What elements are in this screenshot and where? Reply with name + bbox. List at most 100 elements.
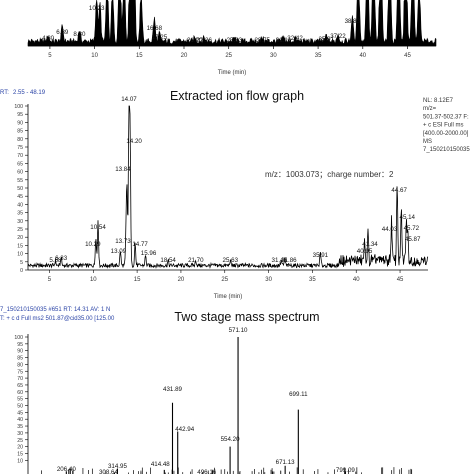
- panel2-peak-label: 35.91: [313, 252, 329, 259]
- panel2-peak-label: 14.77: [132, 241, 148, 248]
- panel2-ytick-label: 100: [14, 104, 23, 110]
- panel2-ytick-label: 50: [17, 186, 23, 192]
- panel1-peak-label: 31.11: [276, 37, 292, 44]
- panel2-xtick-label: 25: [221, 277, 228, 283]
- panel2-xtick-label: 40: [353, 277, 360, 283]
- panel1-peak-label: 10.23: [89, 5, 105, 12]
- panel2-peak-label: 40.95: [357, 248, 373, 255]
- panel2-peak-label: 31.45: [272, 257, 288, 264]
- panel3-ytick-label: 20: [17, 445, 23, 451]
- panel2-peak-label: 6.33: [55, 255, 68, 262]
- panel2-peak-label: 31.86: [281, 257, 297, 264]
- panel1-peak-label: 22.26: [196, 37, 212, 44]
- panel2-ytick-label: 30: [17, 219, 23, 225]
- panel2-xtick-label: 15: [134, 277, 141, 283]
- panel2-info-line: 7_150210150035: [423, 147, 470, 153]
- panel2-info-line: MS: [423, 139, 432, 145]
- panel1-xlabel: Time (min): [218, 70, 246, 76]
- panel2-peak-label: 13.84: [115, 166, 131, 173]
- panel2-peak-label: 41.34: [362, 241, 378, 248]
- panel2-xlabel: Time (min): [214, 294, 242, 300]
- panel2-ytick-label: 35: [17, 211, 23, 217]
- panel2-peak-label: 25.63: [223, 257, 239, 264]
- panel2-ytick-label: 5: [20, 260, 23, 266]
- panel1-xtick-label: 35: [315, 53, 322, 59]
- panel3-ytick-label: 30: [17, 431, 23, 437]
- panel3-peak-label: 308.64: [99, 469, 118, 474]
- panel1-xtick-label: 15: [136, 53, 143, 59]
- panel2-ytick-label: 0: [20, 268, 23, 274]
- panel2-ytick-label: 55: [17, 178, 23, 184]
- panel2-peak-label: 13.73: [115, 238, 131, 245]
- panel3-peak-label: 699.11: [289, 391, 308, 398]
- panel1-peak-label: 16.68: [147, 25, 163, 32]
- panel1-xtick-label: 10: [91, 53, 98, 59]
- panel2-ytick-label: 45: [17, 194, 23, 200]
- panel3-ytick-label: 90: [17, 349, 23, 355]
- panel1-peak-label: 28.75: [254, 37, 270, 44]
- panel1-peak-label: 17.25: [152, 34, 168, 41]
- panel2-title: Extracted ion flow graph: [170, 89, 304, 103]
- panel3-peak-label: 314.95: [108, 463, 127, 470]
- panel2-annotation: m/z：1003.073；charge number：2: [265, 170, 394, 179]
- panel1-peak-label: 38.83: [345, 18, 361, 25]
- panel2-info-line: NL: 8.12E7: [423, 98, 454, 104]
- panel2-info-line: [400.00-2000.00]: [423, 131, 469, 137]
- panel2-peak-label: 10.29: [85, 241, 101, 248]
- panel2-peak-label: 45.87: [405, 236, 421, 243]
- panel3-ytick-label: 10: [17, 458, 23, 464]
- panel3-ytick-label: 25: [17, 438, 23, 444]
- panel2-ytick-label: 20: [17, 235, 23, 241]
- panel3-peak-label: 442.94: [175, 426, 194, 433]
- panel1-xtick-label: 30: [270, 53, 277, 59]
- panel3-peak-label: 496.16: [197, 469, 216, 474]
- panel2: RT: 2.55 - 48.19 Extracted ion flow grap…: [0, 89, 470, 300]
- panel2-ytick-label: 65: [17, 161, 23, 167]
- panel2-peak-label: 21.70: [188, 257, 204, 264]
- panel2-ytick-label: 70: [17, 153, 23, 159]
- panel3-header1: 7_150210150035 #651 RT: 14.31 AV: 1 N: [0, 307, 110, 313]
- panel2-ytick-label: 60: [17, 170, 23, 176]
- panel3-ytick-label: 45: [17, 410, 23, 416]
- panel2-xtick-label: 5: [48, 277, 52, 283]
- panel1-peak-label: 4.80: [42, 35, 55, 42]
- panel2-rt-range: 2.55 - 48.19: [13, 90, 46, 96]
- panel2-peak-label: 15.96: [141, 250, 157, 257]
- panel1-peak-label: 25.63: [227, 37, 243, 44]
- panel2-peak-label: 14.07: [121, 96, 137, 103]
- panel3-title: Two stage mass spectrum: [174, 310, 319, 324]
- panel3-peak-label: 554.20: [221, 436, 240, 443]
- panel1-peak-label: 35.91: [318, 36, 334, 43]
- panel2-peak-label: 10.54: [90, 224, 106, 231]
- panel1-peak-label: 21.20: [187, 37, 203, 44]
- panel1-xtick-label: 20: [181, 53, 188, 59]
- panel1-xtick-label: 40: [359, 53, 366, 59]
- panel1-peak-label: 8.30: [73, 31, 86, 38]
- panel3-ytick-label: 100: [14, 335, 23, 341]
- panel3-ytick-label: 35: [17, 424, 23, 430]
- panel1-trace: [27, 0, 437, 47]
- panel3-peak-label: 206.40: [57, 466, 76, 473]
- panel3-ytick-label: 70: [17, 376, 23, 382]
- panel2-info-line: 501.37-502.37 F:: [423, 114, 469, 120]
- panel1-peak-label: 6.39: [56, 29, 69, 36]
- panel1: 5 10 15 20 25 30 35 40 45 4.806.39 8.30 10.23 16.68…: [27, 0, 437, 76]
- panel2-peak-label: 44.03: [382, 226, 398, 233]
- panel3: 7_150210150035 #651 RT: 14.31 AV: 1 N T:…: [0, 307, 413, 474]
- panel2-peak-label: 45.72: [404, 225, 420, 232]
- panel3-peak-label: 571.10: [229, 327, 248, 334]
- panel2-xtick-label: 10: [90, 277, 97, 283]
- panel2-peak-label: 13.09: [111, 248, 127, 255]
- panel2-peak-label: 14.20: [126, 138, 142, 145]
- panel1-xtick-label: 45: [404, 53, 411, 59]
- panel2-peak-label: 18.54: [160, 257, 176, 264]
- panel3-peak-label: 431.89: [163, 386, 182, 393]
- panel3-peak-label: 671.13: [276, 459, 295, 466]
- panel3-ytick-label: 95: [17, 342, 23, 348]
- panel3-peak-label: 799.09: [336, 467, 355, 474]
- panel2-xtick-label: 35: [309, 277, 316, 283]
- panel2-ytick-label: 25: [17, 227, 23, 233]
- panel2-peak-label: 5.68: [49, 257, 62, 264]
- panel2-trace: [27, 105, 429, 269]
